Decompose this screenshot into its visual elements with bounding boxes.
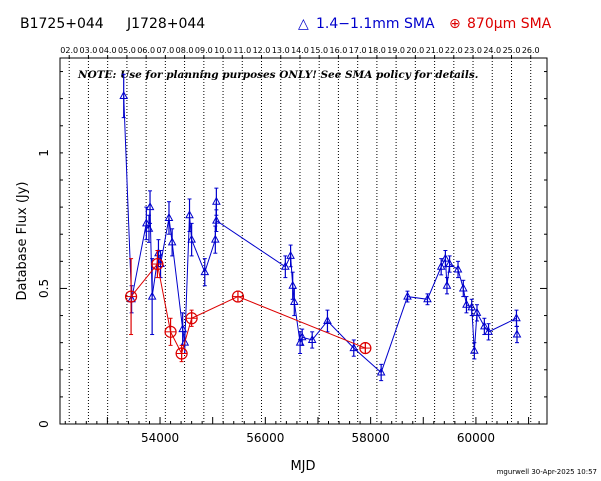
year-label: 03.0 — [80, 46, 98, 55]
series-sma-1mm — [119, 73, 522, 382]
data-point — [403, 291, 412, 300]
data-point — [187, 234, 196, 243]
data-point — [212, 215, 221, 224]
year-label: 19.0 — [387, 46, 405, 55]
data-point — [286, 250, 295, 259]
year-label: 06.0 — [137, 46, 155, 55]
data-point — [212, 196, 221, 205]
data-point — [307, 334, 317, 343]
year-label: 04.0 — [99, 46, 117, 55]
data-point — [453, 264, 463, 273]
data-point — [323, 315, 332, 324]
y-tick-label: 0 — [37, 420, 51, 428]
planning-note: NOTE: Use for planning purposes ONLY! Se… — [77, 69, 478, 81]
series-sma-870um — [124, 249, 372, 363]
source-name: B1725+044 — [20, 16, 104, 32]
year-label: 26.0 — [522, 46, 540, 55]
x-tick-label: 60000 — [457, 431, 495, 445]
year-label: 12.0 — [253, 46, 271, 55]
data-point — [164, 212, 174, 221]
year-label: 09.0 — [195, 46, 213, 55]
year-label: 18.0 — [368, 46, 386, 55]
y-axis-label: Database Flux (Jy) — [15, 182, 30, 301]
data-point — [180, 337, 190, 346]
data-point — [349, 343, 359, 352]
x-tick-labels: 54000 56000 58000 60000 — [141, 431, 495, 445]
year-label: 21.0 — [426, 46, 444, 55]
year-grid-lines — [68, 55, 532, 424]
data-point — [512, 329, 522, 338]
year-label: 08.0 — [176, 46, 194, 55]
year-label: 15.0 — [310, 46, 328, 55]
axis-ticks — [60, 71, 547, 425]
year-label: 23.0 — [464, 46, 482, 55]
data-point — [458, 283, 468, 292]
year-label: 25.0 — [503, 46, 521, 55]
alt-source-name: J1728+044 — [126, 16, 205, 32]
data-point — [185, 210, 194, 219]
series-line — [130, 262, 366, 355]
data-point — [436, 261, 446, 270]
data-point — [441, 253, 450, 262]
data-point — [280, 261, 290, 270]
y-tick-label: 0.5 — [37, 279, 51, 298]
year-label: 14.0 — [291, 46, 309, 55]
data-point — [376, 367, 386, 376]
footer-stamp: mgurwell 30-Apr-2025 10:57 — [497, 468, 597, 476]
data-point — [423, 294, 432, 303]
legend-label-sma-1mm: 1.4−1.1mm SMA — [316, 16, 435, 32]
y-tick-labels: 00.51 — [37, 149, 51, 428]
year-label: 02.0 — [60, 46, 78, 55]
data-point — [462, 299, 471, 308]
data-point — [297, 332, 307, 341]
year-label: 20.0 — [406, 46, 424, 55]
year-label: 24.0 — [483, 46, 501, 55]
x-tick-label: 54000 — [141, 431, 179, 445]
data-point — [178, 324, 188, 333]
data-point — [210, 234, 220, 243]
data-point — [167, 237, 177, 246]
plot-frame — [59, 57, 548, 425]
year-label: 07.0 — [156, 46, 174, 55]
data-point — [147, 291, 157, 300]
data-point — [445, 258, 454, 268]
year-label: 10.0 — [214, 46, 232, 55]
x-tick-label: 58000 — [352, 431, 390, 445]
data-series — [119, 73, 522, 382]
legend-symbol-sma-870um: ⊕ — [449, 16, 461, 32]
data-point — [200, 267, 210, 276]
data-point — [472, 307, 482, 316]
x-tick-label: 56000 — [246, 431, 284, 445]
data-point — [144, 223, 154, 232]
data-point — [484, 326, 493, 335]
year-label: 22.0 — [445, 46, 463, 55]
legend-label-sma-870um: 870μm SMA — [467, 16, 552, 32]
legend-symbol-sma-1mm: △ — [298, 16, 309, 32]
data-point — [145, 202, 155, 211]
y-tick-label: 1 — [37, 149, 51, 157]
data-point — [470, 345, 479, 354]
x-axis-label: MJD — [290, 459, 315, 474]
data-point — [480, 321, 489, 330]
data-point — [142, 218, 151, 227]
data-point — [512, 313, 521, 322]
year-label: 16.0 — [329, 46, 347, 55]
data-point — [467, 302, 477, 311]
data-point — [289, 296, 299, 305]
data-point — [119, 90, 129, 99]
year-label: 11.0 — [233, 46, 251, 55]
data-point — [442, 280, 452, 289]
year-label: 05.0 — [118, 46, 136, 55]
year-label: 13.0 — [272, 46, 290, 55]
year-label: 17.0 — [349, 46, 367, 55]
year-axis-labels: 02.0 03.0 04.0 05.0 06.0 07.0 08.0 09.0 10.0 11.0… — [60, 46, 539, 55]
